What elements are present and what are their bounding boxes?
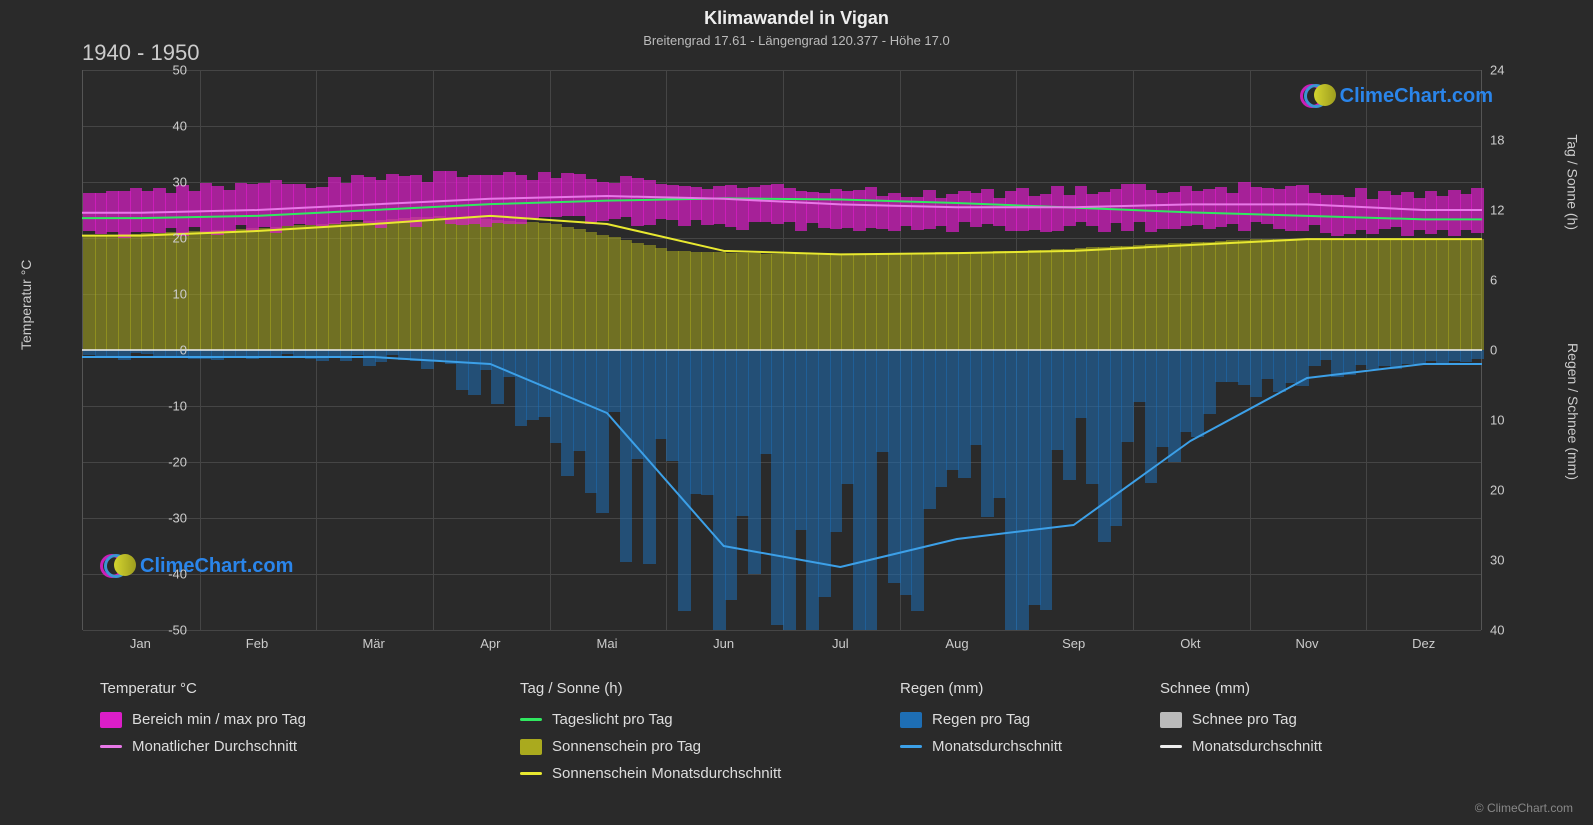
y-left-tick: 50 bbox=[147, 63, 187, 78]
x-tick-month: Nov bbox=[1295, 636, 1318, 651]
climechart-logo-icon bbox=[100, 552, 132, 580]
x-tick-month: Sep bbox=[1062, 636, 1085, 651]
legend-label: Monatsdurchschnitt bbox=[1192, 738, 1322, 755]
y-axis-left-label: Temperatur °C bbox=[18, 260, 34, 350]
legend-label: Tageslicht pro Tag bbox=[552, 711, 673, 728]
legend-swatch bbox=[900, 712, 922, 728]
watermark-top: ClimeChart.com bbox=[1300, 82, 1493, 110]
legend-item: Tageslicht pro Tag bbox=[520, 711, 781, 728]
legend-label: Regen pro Tag bbox=[932, 711, 1030, 728]
y-right-tick: 30 bbox=[1490, 553, 1530, 568]
y-left-tick: -30 bbox=[147, 511, 187, 526]
y-right-tick: 40 bbox=[1490, 623, 1530, 638]
y-right-tick: 6 bbox=[1490, 273, 1530, 288]
y-left-tick: -10 bbox=[147, 399, 187, 414]
legend-swatch bbox=[520, 718, 542, 721]
legend-label: Bereich min / max pro Tag bbox=[132, 711, 306, 728]
legend-label: Monatlicher Durchschnitt bbox=[132, 738, 297, 755]
legend-label: Sonnenschein pro Tag bbox=[552, 738, 701, 755]
x-tick-month: Mai bbox=[597, 636, 618, 651]
y-left-tick: 20 bbox=[147, 231, 187, 246]
x-tick-month: Aug bbox=[945, 636, 968, 651]
x-tick-month: Dez bbox=[1412, 636, 1435, 651]
legend-title: Regen (mm) bbox=[900, 680, 1062, 697]
y-right-tick: 20 bbox=[1490, 483, 1530, 498]
y-left-tick: 30 bbox=[147, 175, 187, 190]
y-left-tick: -40 bbox=[147, 567, 187, 582]
legend-temperature: Temperatur °C Bereich min / max pro Tag Mo… bbox=[100, 680, 306, 765]
x-tick-month: Jun bbox=[713, 636, 734, 651]
copyright-text: © ClimeChart.com bbox=[1475, 801, 1573, 815]
x-tick-month: Feb bbox=[246, 636, 268, 651]
legend-label: Schnee pro Tag bbox=[1192, 711, 1297, 728]
y-left-tick: -20 bbox=[147, 455, 187, 470]
x-tick-month: Jan bbox=[130, 636, 151, 651]
legend-title: Schnee (mm) bbox=[1160, 680, 1322, 697]
climechart-logo-icon bbox=[1300, 82, 1332, 110]
legend-item: Schnee pro Tag bbox=[1160, 711, 1322, 728]
legend-item: Monatsdurchschnitt bbox=[1160, 738, 1322, 755]
legend-item: Regen pro Tag bbox=[900, 711, 1062, 728]
y-left-tick: 10 bbox=[147, 287, 187, 302]
y-right-tick: 24 bbox=[1490, 63, 1530, 78]
y-left-tick: 40 bbox=[147, 119, 187, 134]
y-right-tick: 10 bbox=[1490, 413, 1530, 428]
legend-label: Monatsdurchschnitt bbox=[932, 738, 1062, 755]
legend-swatch bbox=[520, 772, 542, 775]
x-tick-month: Okt bbox=[1180, 636, 1200, 651]
chart-subtitle: Breitengrad 17.61 - Längengrad 120.377 -… bbox=[0, 29, 1593, 48]
y-right-tick: 0 bbox=[1490, 343, 1530, 358]
watermark-bottom: ClimeChart.com bbox=[100, 552, 293, 580]
legend-label: Sonnenschein Monatsdurchschnitt bbox=[552, 765, 781, 782]
y-axis-right-top-label: Tag / Sonne (h) bbox=[1565, 134, 1581, 230]
legend-swatch bbox=[1160, 745, 1182, 748]
legend-swatch bbox=[100, 712, 122, 728]
legend-rain: Regen (mm) Regen pro Tag Monatsdurchschnit… bbox=[900, 680, 1062, 765]
legend-snow: Schnee (mm) Schnee pro Tag Monatsdurchschn… bbox=[1160, 680, 1322, 765]
y-left-tick: -50 bbox=[147, 623, 187, 638]
legend-swatch bbox=[900, 745, 922, 748]
x-tick-month: Mär bbox=[362, 636, 384, 651]
legend-item: Monatlicher Durchschnitt bbox=[100, 738, 306, 755]
y-axis-right-bottom-label: Regen / Schnee (mm) bbox=[1565, 343, 1581, 480]
x-tick-month: Apr bbox=[480, 636, 500, 651]
x-tick-month: Jul bbox=[832, 636, 849, 651]
legend-item: Sonnenschein pro Tag bbox=[520, 738, 781, 755]
y-left-tick: 0 bbox=[147, 343, 187, 358]
legend-sun: Tag / Sonne (h) Tageslicht pro Tag Sonnens… bbox=[520, 680, 781, 792]
legend-item: Sonnenschein Monatsdurchschnitt bbox=[520, 765, 781, 782]
legend-title: Temperatur °C bbox=[100, 680, 306, 697]
y-right-tick: 12 bbox=[1490, 203, 1530, 218]
legend-item: Monatsdurchschnitt bbox=[900, 738, 1062, 755]
legend-swatch bbox=[520, 739, 542, 755]
legend-item: Bereich min / max pro Tag bbox=[100, 711, 306, 728]
legend-swatch bbox=[100, 745, 122, 748]
chart-plot-area bbox=[82, 70, 1482, 630]
chart-title: Klimawandel in Vigan bbox=[0, 0, 1593, 29]
legend-swatch bbox=[1160, 712, 1182, 728]
legend-title: Tag / Sonne (h) bbox=[520, 680, 781, 697]
y-right-tick: 18 bbox=[1490, 133, 1530, 148]
